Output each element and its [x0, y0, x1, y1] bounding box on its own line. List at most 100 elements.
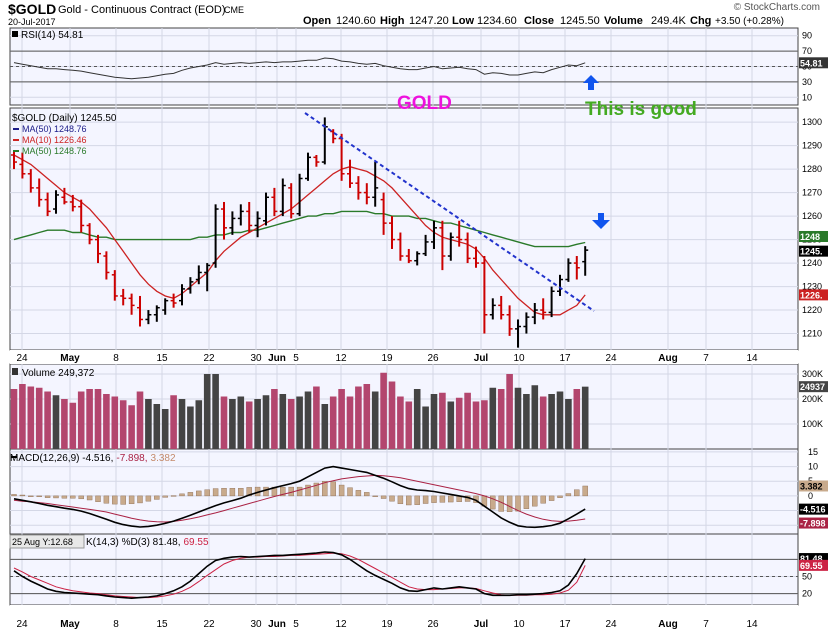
volume-bar — [439, 392, 446, 449]
volume-bar — [262, 395, 270, 449]
ohlc-bar — [279, 178, 286, 217]
price-y-tick: 1290 — [802, 141, 822, 151]
ohlc-bar — [498, 295, 505, 320]
volume-bar — [313, 386, 320, 449]
x-axis-labels: 24 24 May May 8 8 15 15 22 22 30 30 Jun Jun 5 5 12 12 19 19… — [16, 353, 758, 630]
price-y-tick: 1270 — [802, 188, 822, 198]
ma10-value-tag: 1226. — [799, 289, 828, 301]
ma50-value-tag-bg — [799, 230, 828, 242]
ohlc-bar — [86, 223, 93, 245]
ohlc-bar — [195, 265, 202, 285]
ohlc-bar — [389, 216, 395, 249]
ma50-legend: MA(50) 1248.76 — [22, 124, 87, 134]
volume-bar — [111, 396, 119, 449]
exchange: CME — [224, 5, 244, 15]
macd-histogram-bar — [322, 481, 328, 497]
x-tick-label: 24 — [605, 619, 617, 630]
high-label: High — [380, 15, 405, 27]
volume-bar — [44, 391, 51, 449]
stoch-y-tick: 50 — [802, 572, 812, 582]
price-y-tick: 1230 — [802, 282, 822, 292]
rsi-legend-text: RSI(14) 54.81 — [21, 30, 84, 41]
volume-bar — [161, 409, 169, 449]
x-tick-label: 30 — [250, 619, 262, 630]
macd-histogram-bar — [263, 486, 269, 497]
volume-bar — [422, 406, 429, 449]
volume-bar — [77, 391, 85, 449]
x-tick-label: 12 — [335, 353, 347, 364]
macd-histogram-bar — [364, 492, 370, 497]
macd-histogram-bar — [296, 486, 303, 497]
x-tick-label: 26 — [427, 619, 439, 630]
high-value: 1247.20 — [409, 15, 449, 27]
ohlc-bar — [305, 152, 311, 181]
ohlc-bar — [431, 220, 437, 249]
volume-value: 249.4K — [651, 15, 687, 27]
price-legend-main: $GOLD (Daily) 1245.50 — [12, 113, 117, 124]
x-tick-label: 8 — [113, 619, 119, 630]
close-value-tag-text: 1245. — [800, 247, 823, 257]
macd-histogram-bar — [179, 493, 185, 497]
volume-y-tick: 200K — [802, 394, 823, 404]
macd-histogram-bar — [389, 495, 395, 502]
volume-bar — [539, 396, 547, 449]
open-label: Open — [303, 15, 331, 27]
symbol: $GOLD — [8, 1, 56, 17]
watermark: © StockCharts.com — [734, 2, 820, 13]
price-y-tick: 1240 — [802, 258, 822, 268]
volume-bar — [338, 389, 345, 449]
volume-panel — [9, 363, 799, 450]
volume-value-tag-text: 24937 — [800, 382, 825, 392]
ohlc-bar — [69, 194, 76, 212]
ohlc-bar — [254, 211, 261, 238]
macd-histogram-bar — [574, 489, 580, 497]
ohlc-bar — [506, 305, 513, 336]
macd-histogram-bar — [557, 495, 563, 498]
macd-line — [13, 465, 586, 529]
macd-histogram-bar — [313, 482, 320, 497]
macd-signal-line — [13, 474, 586, 523]
cursor-readout-box — [9, 534, 85, 549]
volume-bar — [69, 402, 77, 449]
x-tick-label: 14 — [746, 619, 758, 630]
volume-bar — [531, 385, 539, 449]
macd-histogram-bar — [70, 495, 76, 499]
macd-histogram-bar — [28, 495, 34, 497]
volume-bar — [321, 404, 329, 449]
macd-hist-value-tag: 3.382 — [799, 480, 828, 492]
stoch-k-value-tag: 81.48 — [799, 553, 828, 565]
price-y-tick: 1220 — [802, 305, 822, 315]
x-tick-label: 19 — [381, 353, 393, 364]
macd-histogram-bar — [582, 485, 588, 497]
volume-bar — [195, 400, 203, 449]
volume-bar — [178, 399, 186, 449]
x-tick-label: 5 — [293, 353, 299, 364]
volume-value-tag: 24937 — [799, 381, 828, 393]
stoch-k-value-tag-text: 81.48 — [800, 554, 823, 564]
volume-bar — [413, 389, 421, 449]
macd-y-tick: 15 — [808, 447, 818, 457]
volume-bar — [472, 401, 480, 449]
macd-histogram-bar — [187, 492, 194, 497]
macd-histogram-bar — [11, 494, 17, 497]
macd-histogram-bar — [548, 495, 555, 501]
volume-bar — [397, 396, 404, 449]
ohlc-bar — [363, 183, 370, 205]
volume-bar — [405, 401, 413, 449]
macd-histogram-bar — [431, 495, 437, 503]
rsi-value-tag: 54.81 — [799, 57, 828, 68]
macd-legend-text: MACD(12,26,9) -4.516, -7.898, 3.382 — [10, 453, 176, 464]
ohlc-bar — [481, 256, 488, 334]
macd-histogram-bar — [338, 484, 345, 497]
stoch-k-value-tag-bg — [799, 553, 828, 565]
volume-bar — [136, 391, 144, 449]
x-tick-label: 12 — [335, 619, 347, 630]
x-tick-label: Jun — [268, 353, 286, 364]
volume-bar — [203, 374, 211, 449]
chart-marks — [10, 50, 798, 600]
volume-bar — [119, 400, 127, 449]
x-tick-label: May — [60, 619, 80, 630]
macd-y-tick: 0 — [808, 491, 813, 501]
